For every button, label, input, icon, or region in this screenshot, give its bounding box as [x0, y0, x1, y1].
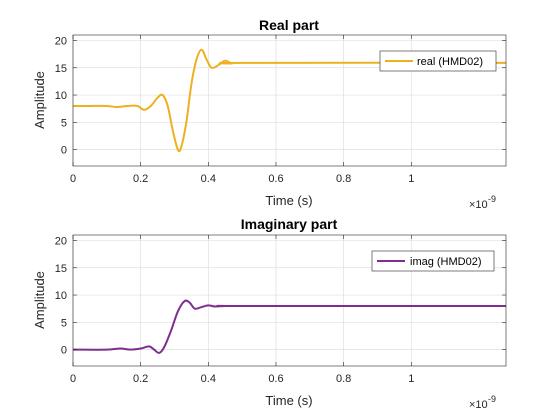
plot-frame [72, 234, 507, 367]
x-exponent-base: ×10 [469, 399, 488, 411]
x-exponent-base: ×10 [469, 199, 488, 211]
x-tick-label: 1 [408, 373, 414, 385]
chart-title: Real part [259, 17, 319, 33]
plot-frame [72, 34, 507, 167]
y-axis-label: Amplitude [32, 271, 47, 329]
series-line [72, 299, 506, 354]
legend-box [379, 50, 497, 72]
legend-label: real (HMD02) [417, 56, 483, 68]
chart-title: Imaginary part [241, 216, 338, 232]
y-tick-label: 5 [61, 117, 67, 129]
x-exponent-power: -9 [488, 194, 496, 204]
y-tick-label: 10 [55, 290, 67, 302]
y-tick-label: 15 [55, 263, 67, 275]
series-group [73, 48, 507, 153]
x-tick-label: 0.6 [268, 173, 283, 185]
y-tick-label: 0 [61, 145, 67, 157]
legend-label: imag (HMD02) [410, 256, 482, 268]
x-exponent: ×10 -9 [469, 194, 496, 211]
series-group [72, 299, 506, 354]
series-line [73, 48, 507, 153]
y-tick-label: 5 [61, 317, 67, 329]
legend: real (HMD02) [379, 50, 497, 72]
legend-box [371, 250, 495, 272]
y-tick-label: 10 [55, 90, 67, 102]
x-tick-label: 0 [70, 373, 76, 385]
y-tick-label: 20 [55, 235, 67, 247]
y-tick-label: 20 [55, 35, 67, 47]
x-tick-label: 0 [70, 173, 76, 185]
y-tick-label: 15 [55, 63, 67, 75]
x-exponent-power: -9 [488, 394, 496, 404]
x-tick-label: 0.8 [336, 173, 351, 185]
x-axis-label: Time (s) [265, 393, 312, 408]
x-tick-label: 0.2 [133, 173, 148, 185]
x-tick-label: 0.4 [201, 373, 216, 385]
x-axis-label: Time (s) [265, 193, 312, 208]
x-tick-label: 0.4 [201, 173, 216, 185]
legend: imag (HMD02) [371, 250, 495, 272]
x-tick-label: 0.8 [336, 373, 351, 385]
x-tick-label: 0.2 [133, 373, 148, 385]
y-axis-label: Amplitude [32, 71, 47, 129]
y-tick-label: 0 [61, 345, 67, 357]
x-exponent: ×10 -9 [469, 394, 496, 411]
x-tick-label: 1 [408, 173, 414, 185]
x-tick-label: 0.6 [268, 373, 283, 385]
